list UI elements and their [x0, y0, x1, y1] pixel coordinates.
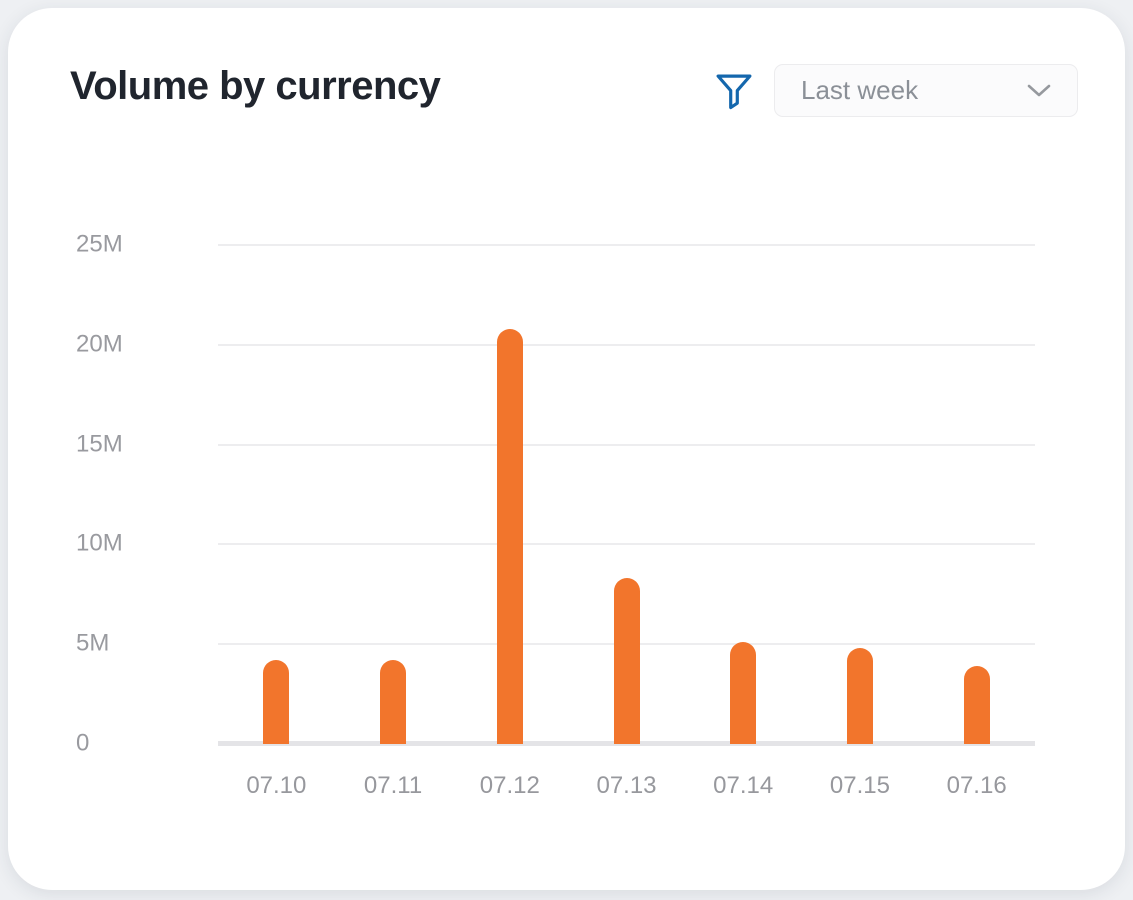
y-axis-tick-label: 20M: [76, 330, 123, 358]
x-axis-tick-label: 07.11: [363, 772, 423, 799]
gridline: [218, 543, 1035, 546]
y-axis-tick-label: 0: [76, 729, 90, 757]
card-header: Volume by currency Last week: [70, 64, 1078, 124]
x-axis-tick-label: 07.12: [479, 772, 540, 799]
x-axis-tick-label: 07.16: [946, 772, 1007, 799]
chevron-down-icon: [1023, 82, 1055, 100]
bar-07.14[interactable]: [730, 642, 757, 744]
funnel-icon: [715, 72, 753, 112]
gridline: [218, 244, 1035, 246]
x-axis-tick-label: 07.13: [596, 772, 657, 799]
gridline: [218, 343, 1035, 346]
y-axis-tick-label: 10M: [76, 529, 123, 557]
bar-07.12[interactable]: [496, 328, 523, 744]
bar-07.10[interactable]: [263, 660, 290, 744]
page-title: Volume by currency: [70, 64, 441, 108]
bar-07.16[interactable]: [963, 666, 990, 744]
bar-07.11[interactable]: [380, 660, 407, 744]
x-axis-tick-label: 07.14: [713, 772, 774, 799]
x-axis-tick-label: 07.10: [246, 772, 307, 799]
timerange-dropdown[interactable]: Last week: [774, 64, 1078, 117]
y-axis-tick-label: 15M: [76, 430, 123, 458]
bar-07.13[interactable]: [613, 578, 640, 744]
y-axis-tick-label: 5M: [76, 629, 110, 657]
timerange-dropdown-value: Last week: [801, 75, 919, 105]
volume-card: Volume by currency Last week 25M 20M 15M 10…: [8, 8, 1125, 890]
y-axis-tick-label: 25M: [76, 230, 123, 258]
x-axis-tick-label: 07.15: [829, 772, 890, 799]
volume-bar-chart: 25M 20M 15M 10M 5M 0 07.10 07.11 07.12 07.13 07.14…: [8, 8, 1125, 890]
filter-button[interactable]: [712, 70, 756, 114]
bar-07.15[interactable]: [846, 648, 873, 744]
gridline: [218, 443, 1035, 446]
